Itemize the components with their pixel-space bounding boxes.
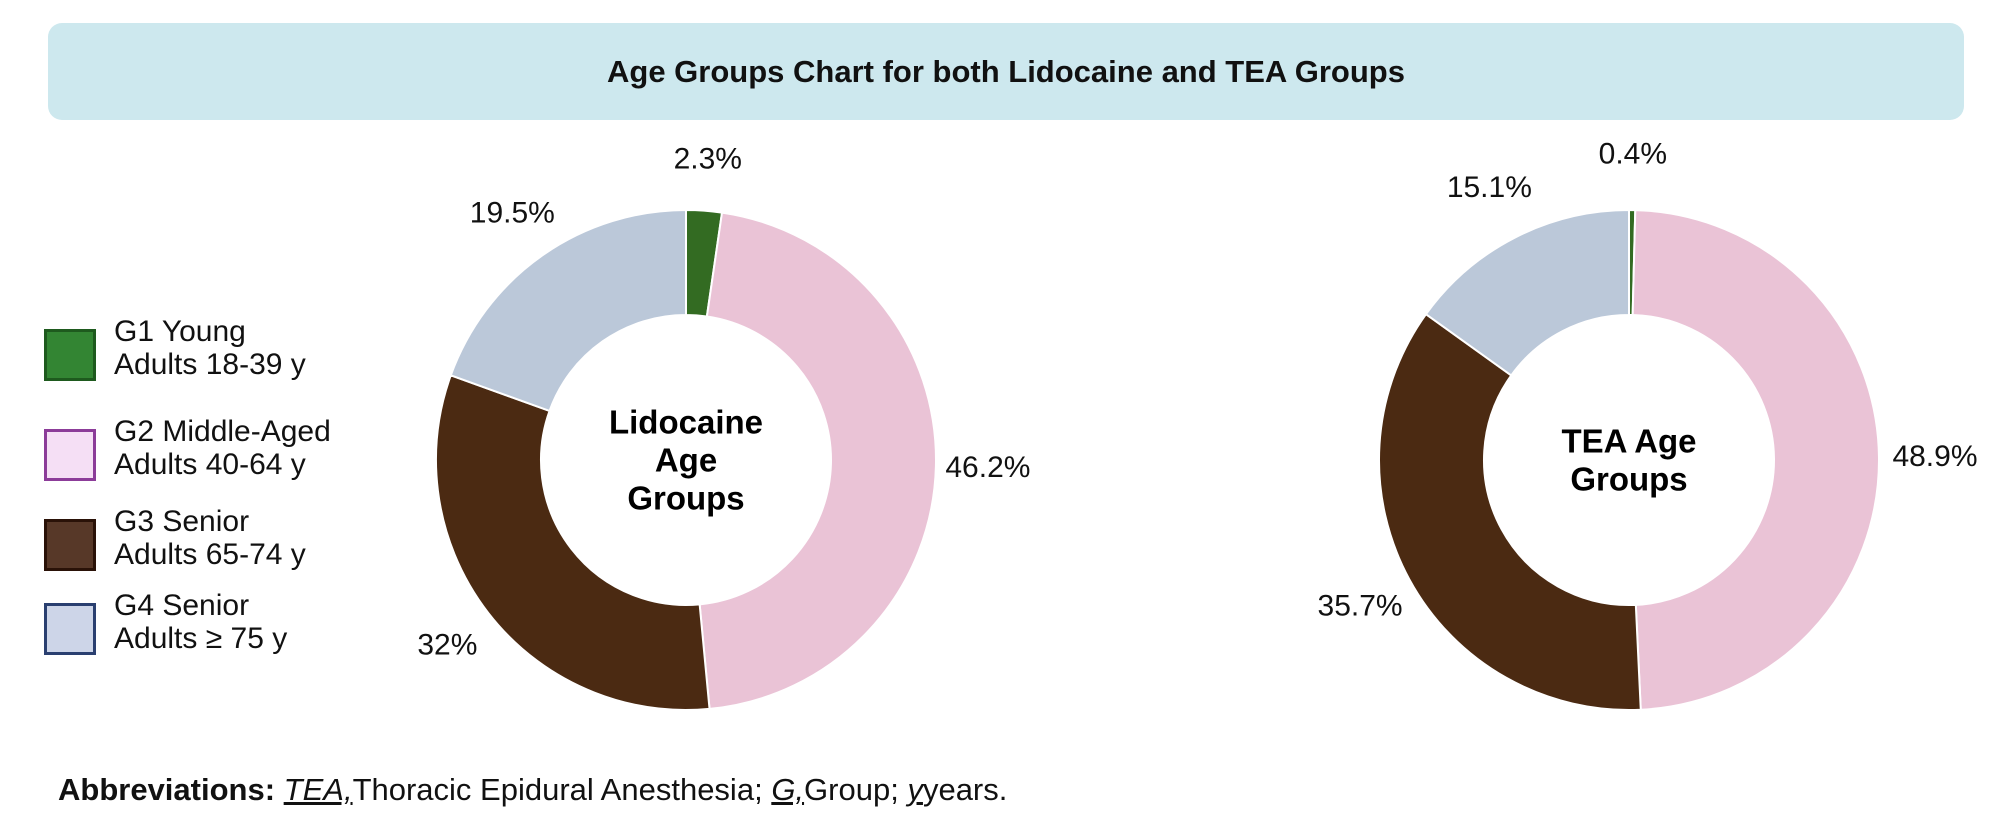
legend-swatch-g4: [44, 603, 96, 655]
legend-item-g3: G3 Senior Adults 65-74 y: [42, 505, 402, 575]
slice-label-tea-g3: 35.7%: [1318, 590, 1403, 623]
donut-slice-lidocaine-g3: [435, 374, 711, 711]
footnote-abbr: TEA,: [283, 772, 353, 807]
legend-label-line2: Adults ≥ 75 y: [114, 622, 288, 655]
slice-label-tea-g2: 48.9%: [1892, 440, 1977, 473]
slice-label-tea-g1: 0.4%: [1599, 138, 1667, 171]
legend-item-g2: G2 Middle-Aged Adults 40-64 y: [42, 415, 402, 485]
donut-center-label-lidocaine: Groups: [627, 480, 744, 517]
legend-label-line2: Adults 65-74 y: [114, 538, 306, 571]
legend-label-line2: Adults 40-64 y: [114, 448, 306, 481]
legend-item-g1: G1 Young Adults 18-39 y: [42, 315, 402, 385]
footnote-heading: Abbreviations:: [58, 772, 276, 807]
footnote-text: Thoracic Epidural Anesthesia;: [352, 772, 763, 807]
legend-label-line1: G1 Young: [114, 315, 246, 348]
slice-label-lidocaine-g1: 2.3%: [674, 142, 742, 175]
legend-label-line1: G2 Middle-Aged: [114, 415, 331, 448]
donut-center-label-lidocaine: Lidocaine: [609, 404, 763, 441]
legend-item-g4: G4 Senior Adults ≥ 75 y: [42, 589, 402, 659]
donut-slice-lidocaine-g4: [449, 208, 687, 413]
donut-center-label-tea: TEA Age: [1561, 423, 1696, 460]
slice-label-tea-g4: 15.1%: [1447, 171, 1532, 204]
slice-label-lidocaine-g4: 19.5%: [470, 196, 555, 229]
footnote-text: years.: [922, 772, 1008, 807]
legend-label-line2: Adults 18-39 y: [114, 348, 306, 381]
footnote-abbr: G,: [771, 772, 805, 807]
donut-center-label-tea: Groups: [1570, 461, 1687, 498]
legend-swatch-g1: [44, 329, 96, 381]
donut-center-label-lidocaine: Age: [655, 442, 717, 479]
legend-swatch-g3: [44, 519, 96, 571]
donut-slice-lidocaine-g2: [698, 211, 937, 710]
chart-title: Age Groups Chart for both Lidocaine and …: [607, 53, 1405, 89]
legend-label-line1: G4 Senior: [114, 589, 250, 622]
donut-slice-tea-g2: [1631, 209, 1880, 711]
abbreviations-footnote: Abbreviations: TEA,Thoracic Epidural Ane…: [58, 772, 1007, 808]
donut-slice-tea-g4: [1424, 208, 1630, 377]
donut-slice-tea-g3: [1377, 312, 1642, 711]
footnote-abbr: y: [907, 772, 923, 807]
chart-title-banner: Age Groups Chart for both Lidocaine and …: [48, 23, 1964, 120]
slice-label-lidocaine-g3: 32%: [417, 629, 477, 662]
footnote-text: Group;: [804, 772, 899, 807]
legend-label-line1: G3 Senior: [114, 505, 250, 538]
slice-label-lidocaine-g2: 46.2%: [945, 451, 1030, 484]
legend-swatch-g2: [44, 429, 96, 481]
